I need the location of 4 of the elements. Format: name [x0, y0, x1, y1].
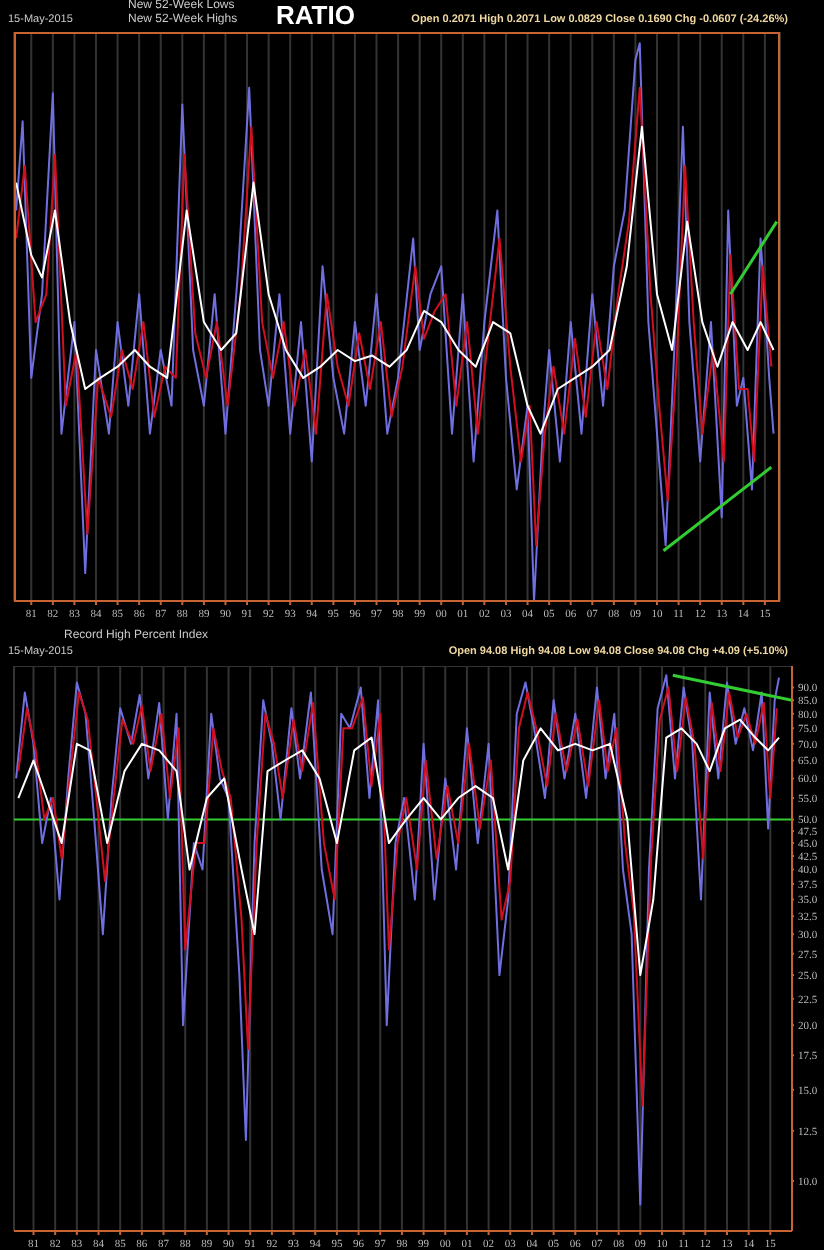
chart-title: RATIO [276, 0, 355, 30]
line-series [15, 673, 780, 1205]
line-series [17, 685, 778, 1106]
line-series [17, 717, 780, 976]
